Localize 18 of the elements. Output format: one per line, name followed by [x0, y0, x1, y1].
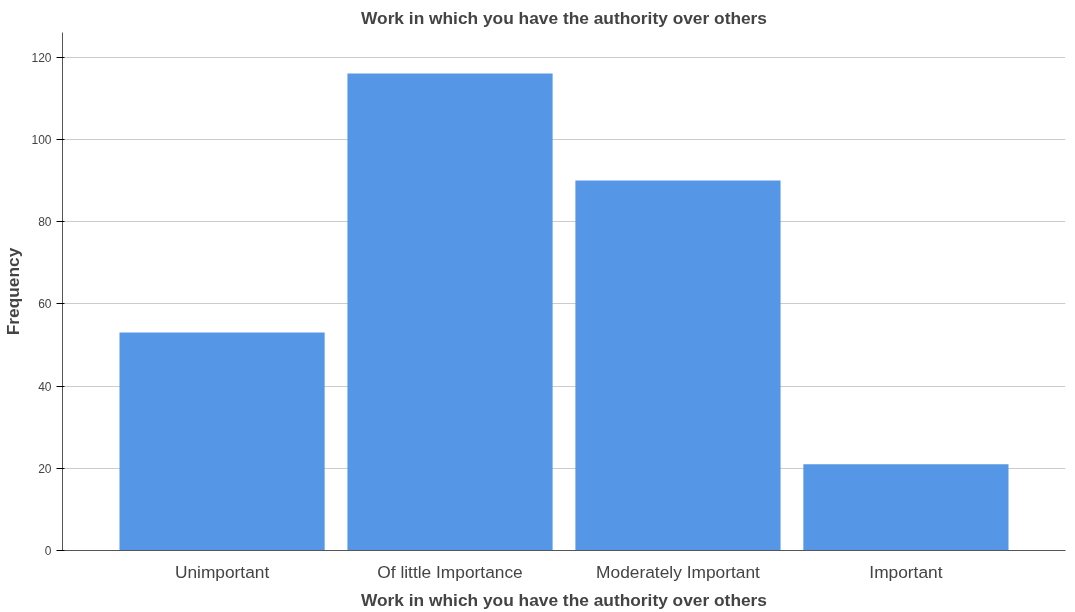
x-axis-title: Work in which you have the authority over others — [361, 589, 768, 610]
y-tick-label: 100 — [31, 132, 52, 147]
y-tick-label: 40 — [38, 379, 52, 394]
x-tick-label: Moderately Important — [596, 561, 761, 582]
y-tick-label: 120 — [31, 50, 52, 65]
bar — [803, 464, 1009, 551]
bar — [575, 180, 781, 551]
y-tick-label: 80 — [38, 215, 52, 230]
chart-title: Work in which you have the authority over others — [361, 7, 768, 28]
bar — [119, 332, 325, 551]
y-tick-label: 20 — [38, 461, 52, 476]
y-tick-label: 60 — [38, 297, 52, 312]
x-tick-label: Important — [869, 561, 943, 582]
y-tick-label: 0 — [44, 544, 52, 558]
y-axis-title: Frequency — [3, 247, 24, 336]
x-tick-label: Unimportant — [174, 561, 270, 582]
bar — [347, 73, 553, 551]
x-tick-label: Of little Importance — [377, 561, 523, 582]
